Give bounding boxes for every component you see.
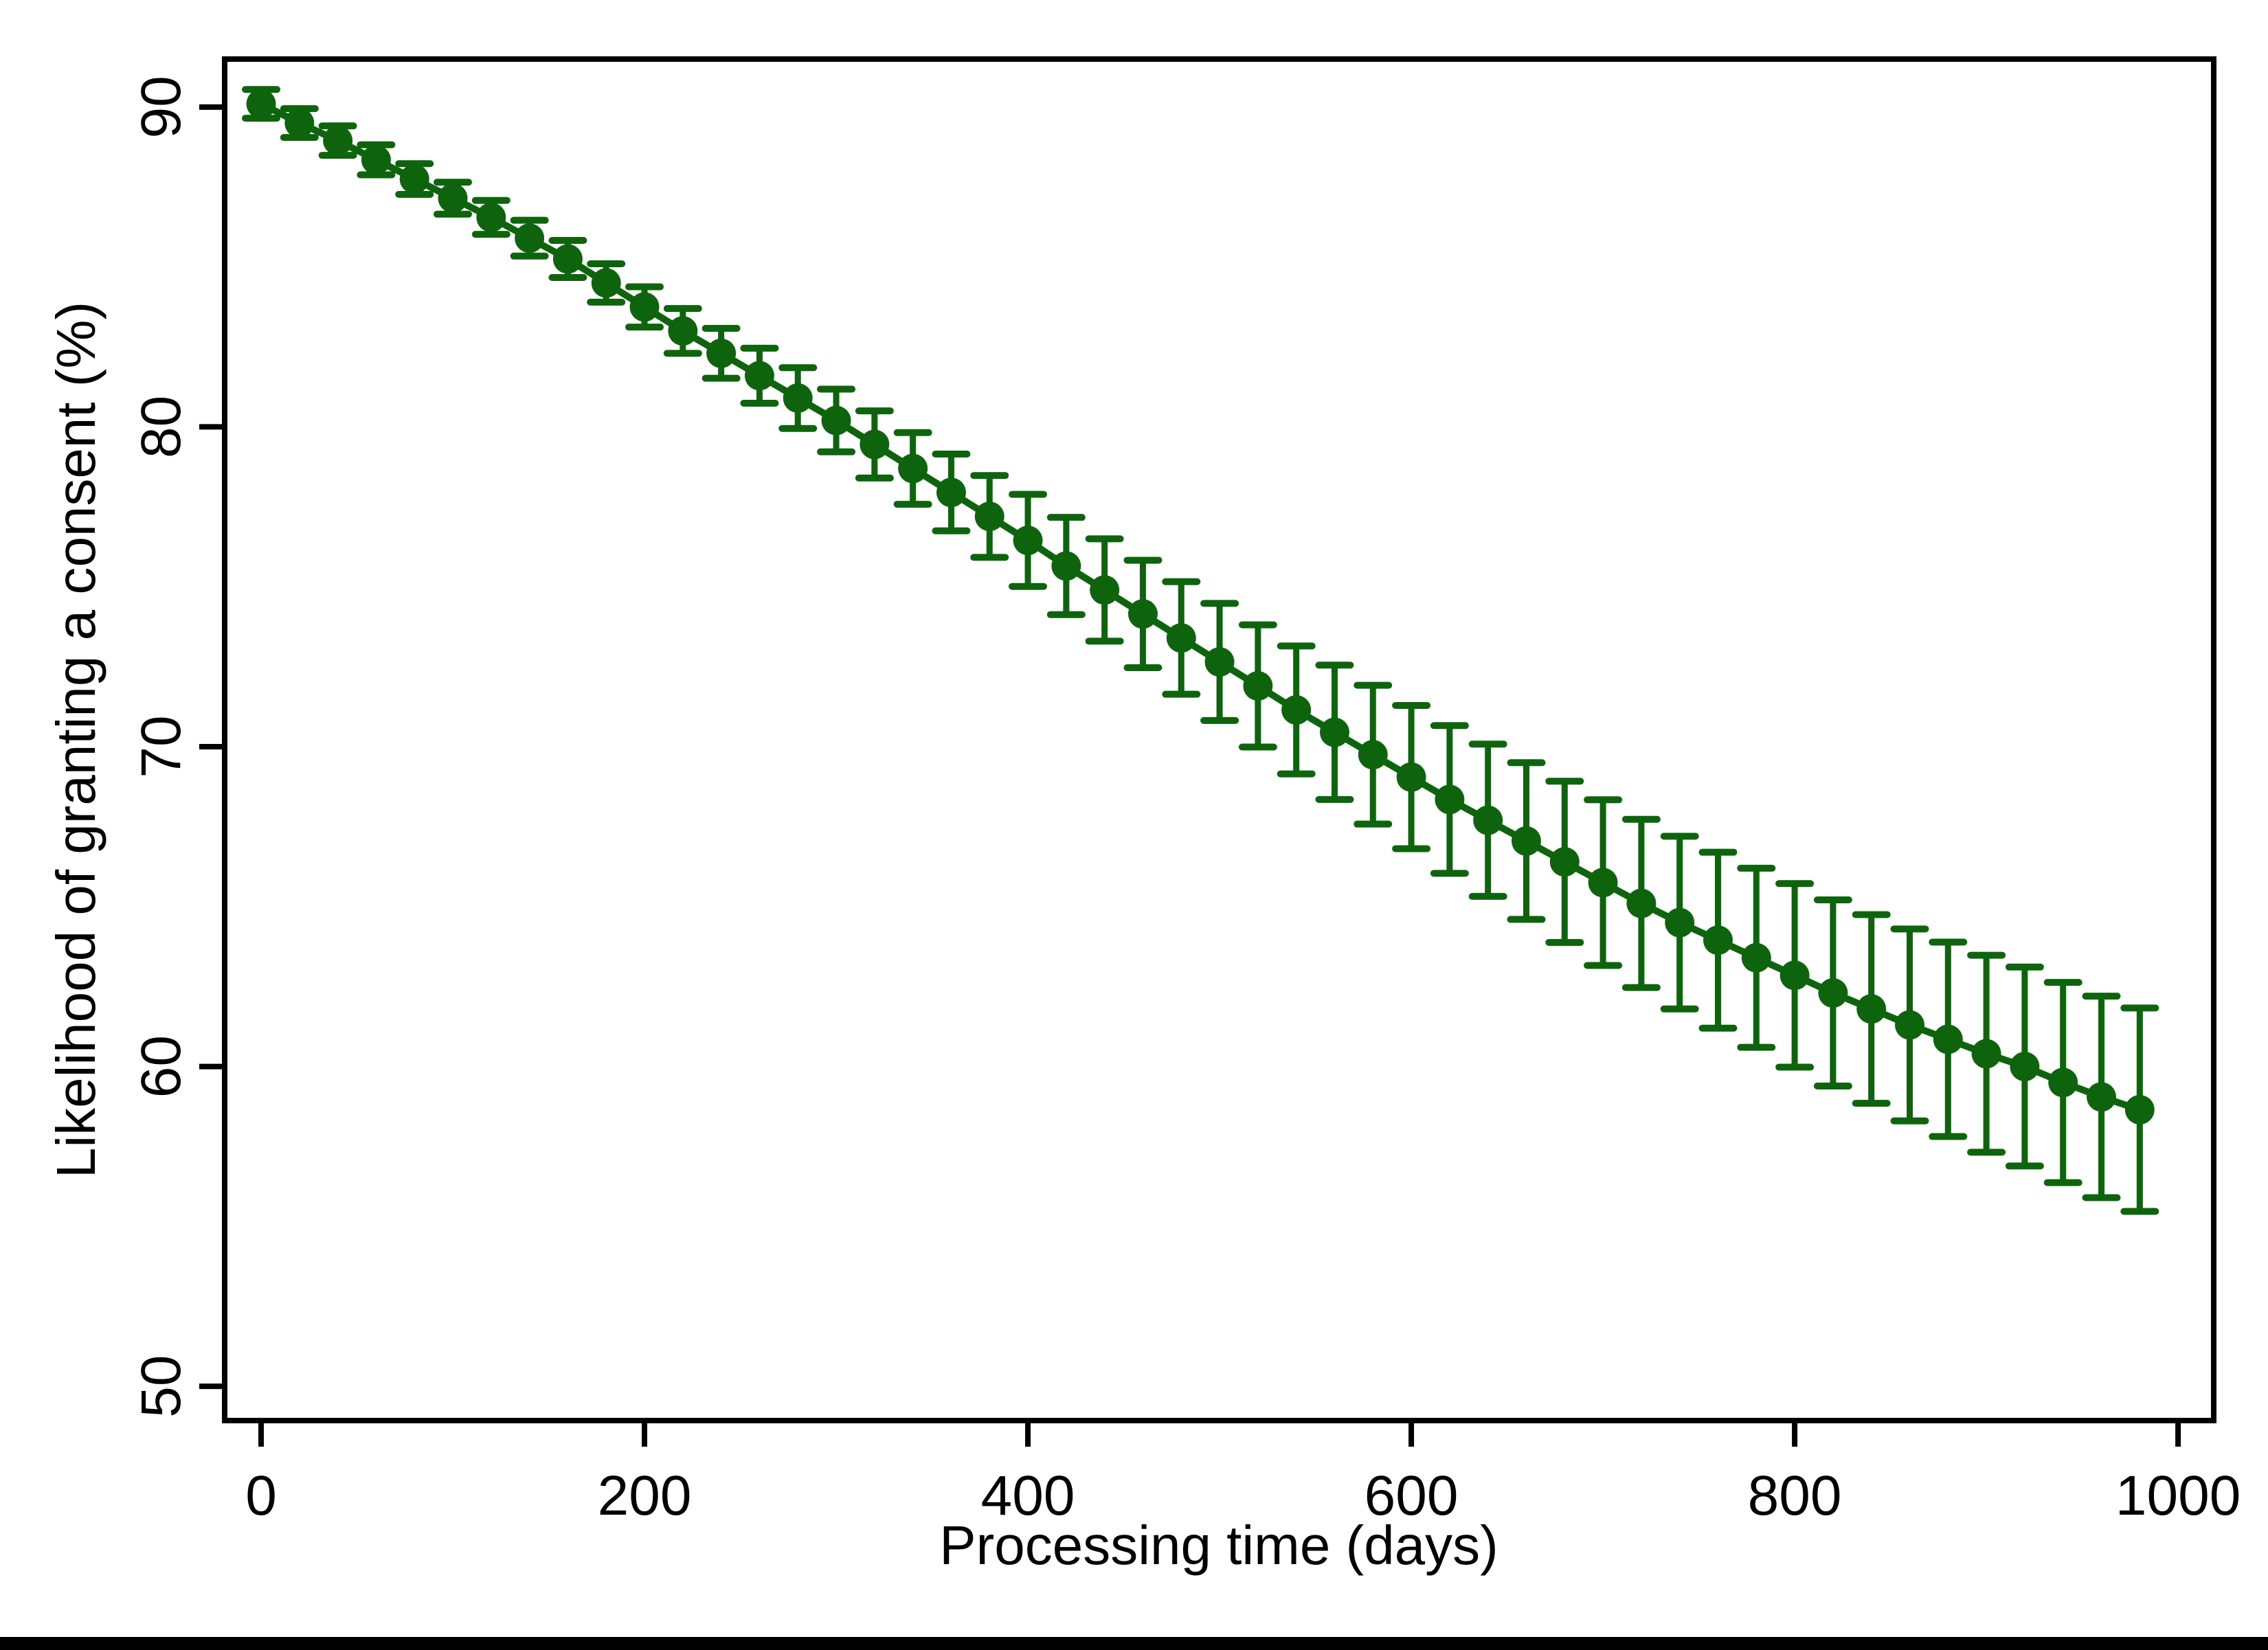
y-axis-tick-labels: 50 60 70 80 90 [130, 76, 192, 1418]
data-point [1511, 826, 1541, 856]
data-point [1435, 784, 1465, 815]
y-axis-ticks [199, 104, 225, 1390]
data-point [1127, 599, 1158, 629]
x-tick-label: 600 [1365, 1465, 1459, 1527]
data-point [1703, 925, 1733, 956]
data-point [936, 477, 966, 508]
data-point [1243, 671, 1273, 701]
data-point [1396, 762, 1426, 792]
data-point [1549, 847, 1580, 877]
data-point [476, 202, 506, 232]
data-point [1358, 740, 1388, 770]
data-point [1090, 575, 1120, 605]
data-point [1626, 888, 1657, 918]
data-point [974, 501, 1004, 532]
data-point [323, 126, 353, 156]
data-point [1741, 942, 1771, 973]
data-point [1204, 647, 1235, 677]
data-point [1894, 1010, 1924, 1040]
data-point [783, 383, 813, 414]
data-point [552, 244, 583, 274]
bottom-rule [0, 1637, 2268, 1650]
data-point [1971, 1039, 2001, 1069]
data-point [898, 453, 928, 484]
y-tick-label: 60 [130, 1035, 192, 1098]
data-point [1473, 805, 1503, 835]
x-axis-title: Processing time (days) [939, 1515, 1498, 1576]
ci-errorbar-series [242, 86, 2159, 1215]
data-point [821, 405, 851, 436]
data-point [1933, 1024, 1963, 1054]
x-tick-label: 0 [245, 1465, 277, 1527]
data-point [1319, 717, 1349, 747]
data-point [361, 145, 391, 175]
data-point [2048, 1067, 2078, 1098]
data-point [1779, 960, 1810, 991]
data-point [744, 361, 774, 391]
y-tick-label: 80 [130, 396, 192, 458]
x-axis-tick-labels: 0 200 400 600 800 1000 [245, 1465, 2241, 1527]
data-point [2124, 1094, 2155, 1125]
data-point [515, 223, 545, 253]
data-point [284, 108, 315, 138]
x-tick-label: 800 [1748, 1465, 1842, 1527]
x-tick-label: 400 [981, 1465, 1075, 1527]
data-point [1818, 978, 1848, 1008]
data-point [399, 164, 429, 194]
data-point [246, 89, 276, 119]
data-point [860, 429, 890, 460]
data-point [591, 268, 621, 298]
x-axis-ticks [258, 1421, 2181, 1447]
data-point [668, 316, 698, 346]
x-tick-label: 1000 [2115, 1465, 2241, 1527]
y-tick-label: 90 [130, 76, 192, 138]
y-tick-label: 50 [130, 1355, 192, 1418]
data-point [629, 292, 660, 322]
data-point [2010, 1052, 2040, 1082]
data-point [1013, 525, 1043, 556]
data-point [1588, 868, 1618, 898]
data-point [438, 183, 468, 214]
data-point [1281, 694, 1312, 725]
data-point [1051, 551, 1081, 581]
plot-frame [222, 56, 2216, 1423]
x-tick-label: 200 [598, 1465, 692, 1527]
data-point [1166, 623, 1196, 653]
data-point [1856, 994, 1887, 1024]
data-point [2087, 1082, 2117, 1112]
y-axis-title: Likelihood of granting a consent (%) [45, 302, 106, 1178]
data-point [706, 338, 737, 368]
y-tick-label: 70 [130, 715, 192, 778]
data-point [1665, 907, 1695, 938]
